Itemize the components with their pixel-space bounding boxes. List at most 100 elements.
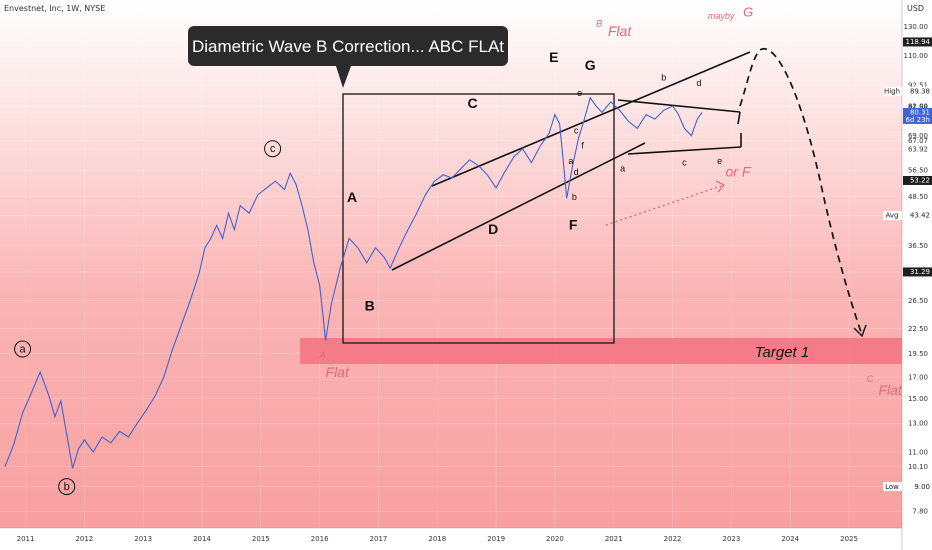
xtick-2019: 2019 (487, 535, 505, 543)
triangle-lower-line (627, 146, 742, 155)
ytick-69.00: 69.00 (908, 132, 928, 140)
circle-mark-c (264, 140, 282, 158)
wave-label-G: G (585, 57, 596, 73)
price-tag-box-80.31 (903, 107, 932, 124)
ytick-19.50: 19.50 (908, 350, 928, 358)
wave-label-F: F (569, 217, 578, 233)
xtick-2015: 2015 (252, 535, 270, 543)
red-label-0: B (596, 19, 602, 29)
circle-mark-a (14, 340, 32, 358)
red-label-8: Flat (878, 382, 902, 398)
price-tag-value-80.31: 80.31 (910, 109, 930, 117)
callout: Diametric Wave B Correction... ABC FLAt (188, 26, 508, 88)
wave-label-E: E (549, 49, 558, 65)
price-tag-label-box-Low (883, 482, 902, 492)
xtick-2023: 2023 (722, 535, 740, 543)
triangle-end-upper (737, 111, 741, 125)
xtick-2020: 2020 (546, 535, 564, 543)
red-label-7: C (867, 374, 874, 384)
xtick-2011: 2011 (17, 535, 35, 543)
ytick-22.50: 22.50 (908, 325, 928, 333)
ytick-11.00: 11.00 (908, 449, 928, 457)
subwave-label-d-4: d (574, 167, 579, 177)
wave-label-D: D (488, 221, 498, 237)
ytick-15.00: 15.00 (908, 395, 928, 403)
xtick-2017: 2017 (370, 535, 388, 543)
circled-label-a: a (20, 344, 27, 356)
ytick-82.00: 82.00 (908, 103, 928, 111)
wave-label-B: B (365, 298, 375, 314)
price-tag-box-31.29 (903, 267, 932, 277)
triangle-upper-line (617, 99, 741, 113)
time-axis-ticks: 2011 2012 2013 2014 2015 2016 2017 2018 2019 2020… (17, 535, 858, 543)
subwave-label-c-9: c (682, 158, 687, 168)
price-tag-box-43.42 (903, 211, 932, 221)
ytick-48.50: 48.50 (908, 193, 928, 201)
red-label-1: Flat (608, 23, 632, 39)
ytick-26.50: 26.50 (908, 297, 928, 305)
ytick-81.58: 81.58 (908, 103, 928, 111)
price-tag-label-Low: Low (885, 483, 899, 491)
subwave-label-a-3: a (568, 156, 573, 166)
ytick-130.00: 130.00 (904, 23, 929, 31)
xtick-2018: 2018 (428, 535, 446, 543)
price-tag-value-31.29: 31.29 (910, 268, 930, 276)
ytick-110.00: 110.00 (904, 52, 929, 60)
price-tag-countdown: 6d 23h (906, 116, 930, 124)
circled-label-b: b (64, 481, 70, 493)
price-tag-value-118.94: 118.94 (906, 38, 931, 46)
target-zone (300, 338, 902, 364)
symbol-title: Envestnet, Inc, 1W, NYSE (4, 4, 105, 13)
projection-arrow-head (853, 324, 867, 338)
red-label-2: A (319, 350, 326, 360)
circle-mark-b (58, 478, 76, 496)
ytick-56.50: 56.50 (908, 167, 928, 175)
xtick-2016: 2016 (311, 535, 329, 543)
wave-label-C: C (468, 95, 478, 111)
ytick-63.92: 63.92 (908, 145, 928, 153)
wave-b-box (342, 93, 615, 344)
channel-upper-line (431, 51, 751, 187)
price-tag-value-43.42: 43.42 (910, 212, 930, 220)
channel-lower-line (391, 142, 646, 271)
wave-label-A: A (347, 189, 357, 205)
or-f-dotted-path (605, 184, 725, 226)
ytick-67.07: 67.07 (908, 137, 928, 145)
xtick-2025: 2025 (840, 535, 858, 543)
price-tag-label-Avg: Avg (886, 212, 899, 220)
subwave-label-e-0: e (577, 88, 582, 98)
time-axis-panel (0, 528, 932, 550)
price-tag-label-box-Avg (883, 211, 902, 221)
xtick-2024: 2024 (781, 535, 799, 543)
red-label-5: mayby (708, 11, 735, 21)
or-f-arrow-head (715, 180, 725, 193)
subwave-label-f-2: f (581, 141, 584, 151)
gridlines (0, 0, 902, 528)
subwave-label-c-1: c (574, 125, 579, 135)
ytick-92.51: 92.51 (908, 82, 928, 90)
currency-label: USD (907, 4, 924, 13)
price-tag-value-9.00: 9.00 (914, 483, 930, 491)
price-tag-box-53.22 (903, 175, 932, 185)
price-tag-box-9.00 (903, 482, 932, 492)
price-tag-label-box-High (883, 86, 902, 96)
callout-box (188, 26, 508, 66)
subwave-label-e-10: e (717, 156, 722, 166)
price-tag-value-53.22: 53.22 (910, 177, 930, 185)
red-label-3: Flat (326, 364, 350, 380)
subwave-label-d-7: d (697, 78, 702, 88)
target-label: Target 1 (755, 344, 810, 361)
callout-pointer (336, 66, 351, 88)
plot-background (0, 0, 902, 528)
price-tag-value-89.38: 89.38 (910, 87, 930, 95)
ytick-17.00: 17.00 (908, 374, 928, 382)
xtick-2012: 2012 (75, 535, 93, 543)
projection-dashed-path (739, 47, 863, 336)
subwave-label-b-5: b (572, 192, 577, 202)
ytick-13.00: 13.00 (908, 420, 928, 428)
